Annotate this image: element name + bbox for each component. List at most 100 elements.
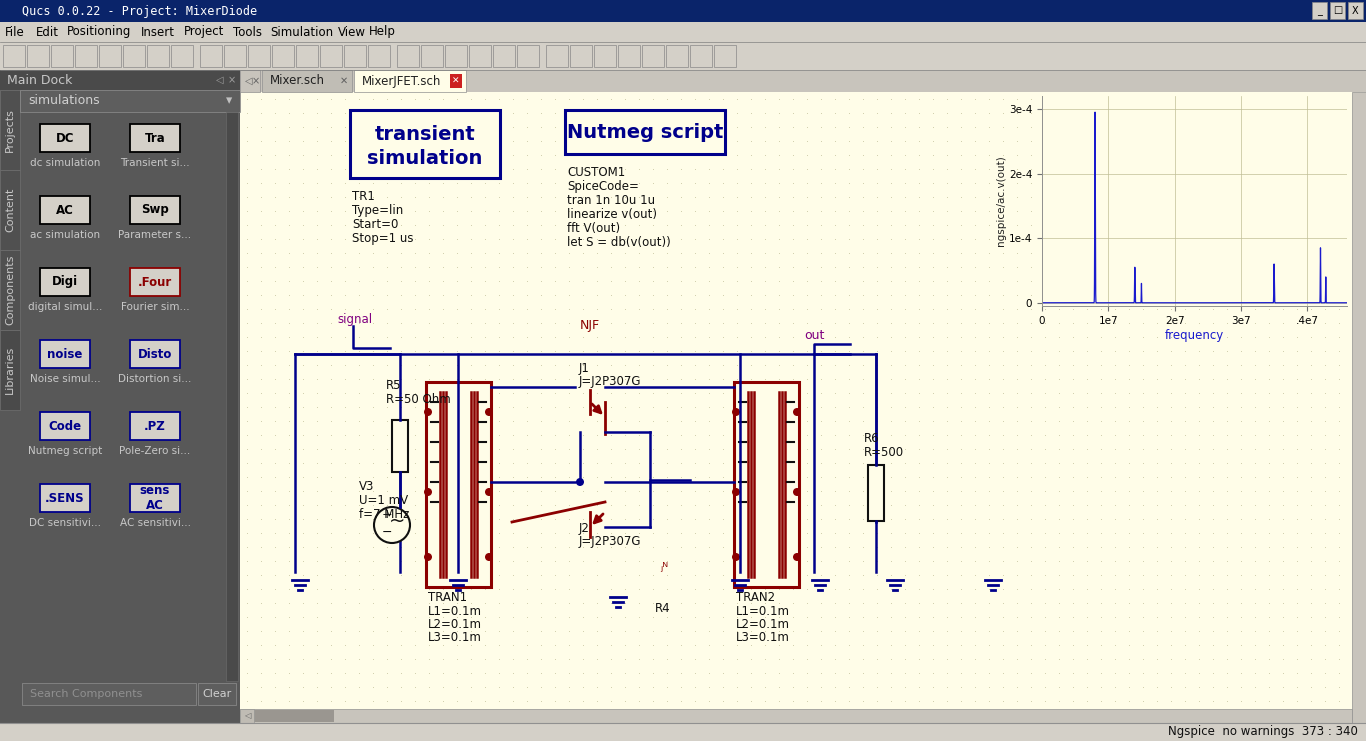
Point xyxy=(306,191,328,203)
Point xyxy=(460,499,482,511)
Point xyxy=(544,583,566,595)
Point xyxy=(292,499,314,511)
Point xyxy=(1063,205,1085,217)
Point xyxy=(964,499,986,511)
Text: Libraries: Libraries xyxy=(5,346,15,394)
Point xyxy=(852,373,874,385)
Point xyxy=(1076,177,1098,189)
Point xyxy=(1202,93,1224,105)
Point xyxy=(362,513,384,525)
Bar xyxy=(130,484,180,512)
Point xyxy=(628,471,650,483)
Text: Stop=1 us: Stop=1 us xyxy=(352,232,414,245)
Point xyxy=(796,499,818,511)
Point xyxy=(432,275,454,287)
Point xyxy=(642,527,664,539)
Point xyxy=(460,345,482,357)
Point xyxy=(335,401,357,413)
Point xyxy=(1328,569,1350,581)
Point xyxy=(1300,107,1322,119)
Point xyxy=(376,681,398,693)
Point xyxy=(615,191,637,203)
Point xyxy=(264,625,285,637)
Point xyxy=(796,443,818,455)
Point xyxy=(1020,415,1042,427)
Point xyxy=(1048,401,1070,413)
Point xyxy=(279,303,301,315)
Point xyxy=(712,289,734,301)
Point xyxy=(264,275,285,287)
Point xyxy=(447,233,469,245)
Point xyxy=(376,275,398,287)
Point xyxy=(951,135,973,147)
Point xyxy=(895,583,917,595)
Point xyxy=(474,149,496,161)
Point xyxy=(530,107,552,119)
Point xyxy=(712,625,734,637)
Point xyxy=(572,639,594,651)
Point xyxy=(796,597,818,609)
Point xyxy=(922,135,944,147)
Point xyxy=(1229,107,1251,119)
Point xyxy=(768,359,790,371)
Point xyxy=(447,471,469,483)
Point xyxy=(978,625,1000,637)
Point xyxy=(1258,107,1280,119)
Point xyxy=(740,429,762,441)
Point xyxy=(1258,163,1280,175)
Point xyxy=(572,163,594,175)
Point xyxy=(1328,191,1350,203)
Point xyxy=(376,149,398,161)
Point xyxy=(279,317,301,329)
Point xyxy=(348,275,370,287)
Point xyxy=(503,135,525,147)
Text: CUSTOM1: CUSTOM1 xyxy=(567,166,626,179)
Point xyxy=(250,681,272,693)
Point xyxy=(615,695,637,707)
Point xyxy=(600,415,622,427)
Point xyxy=(404,331,426,343)
Point xyxy=(559,177,581,189)
Point xyxy=(727,121,749,133)
Text: digital simul...: digital simul... xyxy=(27,302,102,312)
Point xyxy=(1216,597,1238,609)
Point xyxy=(1160,611,1182,623)
Point xyxy=(992,261,1014,273)
Point xyxy=(572,415,594,427)
Point xyxy=(1063,471,1085,483)
Point xyxy=(1034,639,1056,651)
Point xyxy=(839,345,861,357)
Point xyxy=(908,653,930,665)
Point xyxy=(754,177,776,189)
Point xyxy=(783,695,805,707)
Point xyxy=(1132,107,1154,119)
Point xyxy=(292,401,314,413)
Point xyxy=(376,485,398,497)
Point xyxy=(460,331,482,343)
Point xyxy=(839,219,861,231)
Point xyxy=(404,667,426,679)
Point xyxy=(628,639,650,651)
Point xyxy=(432,121,454,133)
Text: ◁: ◁ xyxy=(216,75,224,85)
Point xyxy=(544,597,566,609)
Point xyxy=(1160,653,1182,665)
Point xyxy=(572,93,594,105)
Point xyxy=(839,149,861,161)
Point xyxy=(530,541,552,553)
Point xyxy=(783,331,805,343)
Point xyxy=(754,653,776,665)
Point xyxy=(447,191,469,203)
Point xyxy=(866,233,888,245)
Point xyxy=(1160,667,1182,679)
Point xyxy=(712,681,734,693)
Point xyxy=(783,149,805,161)
Point xyxy=(447,303,469,315)
Point xyxy=(1300,499,1322,511)
Point xyxy=(335,597,357,609)
Point xyxy=(796,513,818,525)
Point xyxy=(264,163,285,175)
Point xyxy=(783,93,805,105)
Point xyxy=(880,247,902,259)
Point xyxy=(895,275,917,287)
